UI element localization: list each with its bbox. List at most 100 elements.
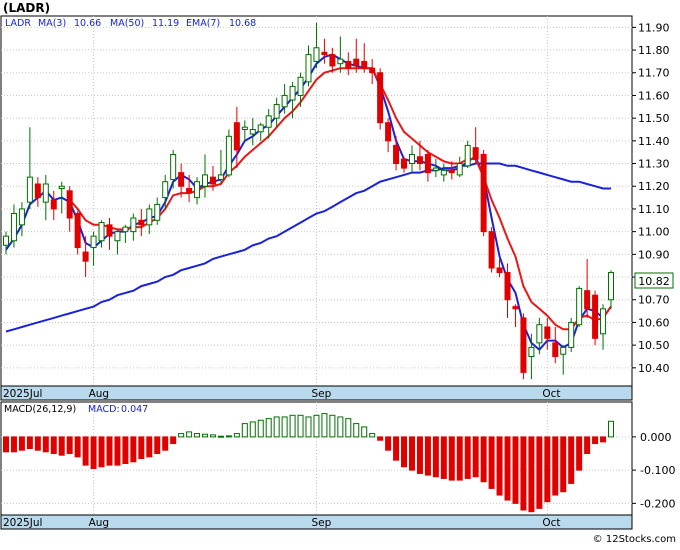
- legend-ma50-label: MA(50): [110, 18, 144, 29]
- macd-bar: [353, 423, 360, 438]
- macd-tick-label: 0.000: [640, 431, 672, 444]
- macd-bar: [233, 433, 240, 438]
- candle: [401, 156, 408, 173]
- macd-bar: [592, 436, 599, 445]
- candle: [584, 258, 591, 318]
- macd-bar: [106, 436, 113, 466]
- macd-bar: [26, 436, 33, 450]
- symbol-title: (LADR): [3, 1, 50, 15]
- candle-body: [432, 167, 439, 171]
- candle: [162, 174, 169, 209]
- candle: [456, 156, 463, 178]
- candle-body: [416, 156, 423, 165]
- candle: [3, 231, 9, 255]
- macd-bar: [456, 436, 463, 481]
- macd-bar: [329, 414, 336, 438]
- candle-body: [536, 324, 543, 344]
- candle: [18, 202, 25, 237]
- macd-params-label: MACD(26,12,9): [4, 404, 76, 415]
- candle-body: [337, 58, 344, 65]
- macd-bar: [3, 436, 9, 453]
- macd-bar: [154, 436, 161, 455]
- candle-body: [26, 176, 33, 203]
- candle: [512, 304, 519, 327]
- candle: [440, 163, 447, 182]
- candle: [241, 120, 248, 141]
- macd-bar: [416, 436, 423, 474]
- month-label: Sep: [311, 388, 331, 400]
- macd-bar: [385, 436, 392, 451]
- candle: [58, 181, 65, 214]
- candle-body: [217, 174, 224, 180]
- macd-bar: [504, 436, 511, 501]
- candle-body: [114, 231, 121, 242]
- macd-bar: [98, 436, 105, 468]
- month-label: Oct: [542, 517, 560, 529]
- candle: [321, 38, 328, 64]
- candle-body: [552, 342, 559, 357]
- macd-bar: [162, 436, 169, 451]
- month-label: Oct: [542, 388, 560, 400]
- macd-histogram: [3, 413, 614, 513]
- candle-body: [74, 212, 81, 249]
- candle: [329, 47, 336, 73]
- candle-body: [592, 294, 599, 339]
- candle-body: [321, 51, 328, 56]
- candle-body: [98, 222, 105, 242]
- macd-bar: [401, 436, 408, 468]
- candle: [146, 204, 153, 234]
- month-label: 2025Jul: [3, 388, 42, 400]
- candle-body: [568, 321, 575, 348]
- candle-body: [480, 153, 487, 233]
- candle: [385, 118, 392, 153]
- macd-bar: [369, 433, 376, 438]
- macd-bar: [186, 431, 193, 438]
- macd-bar: [488, 436, 495, 489]
- price-axis-labels: 11.90 11.80 11.70 11.60 11.50 11.40 11.30 11.20…: [632, 21, 670, 375]
- candle-body: [154, 203, 161, 221]
- macd-bar: [265, 418, 272, 438]
- candle: [74, 211, 81, 255]
- candle: [393, 136, 400, 171]
- candle-body: [82, 251, 89, 262]
- candle-body: [50, 199, 57, 210]
- candle-body: [528, 346, 535, 357]
- candlesticks: [3, 22, 614, 380]
- macd-bar: [82, 436, 89, 466]
- last-price-tag: [634, 272, 674, 289]
- candle-body: [576, 287, 583, 326]
- price-tick-label: 10.40: [638, 362, 670, 375]
- candle: [496, 258, 503, 278]
- candle: [345, 52, 352, 76]
- macd-bar: [496, 436, 503, 496]
- candle-body: [504, 272, 511, 301]
- candle-body: [464, 144, 471, 167]
- macd-bar: [42, 436, 49, 453]
- candle: [464, 140, 471, 169]
- candle: [178, 163, 185, 198]
- macd-bar: [225, 435, 232, 438]
- candle: [281, 84, 288, 114]
- macd-bar: [448, 436, 455, 481]
- candle-body: [273, 104, 280, 119]
- macd-bar: [18, 436, 25, 451]
- candle-body: [600, 308, 607, 335]
- legend-ma50-value: 11.19: [152, 18, 179, 29]
- legend-ma3-label: MA(3): [38, 18, 66, 29]
- macd-bar: [512, 436, 519, 504]
- indicator-legend: LADR MA(3) 10.66 MA(50) 11.19 EMA(7) 10.…: [5, 18, 256, 29]
- last-price-label: 10.82: [638, 275, 670, 288]
- candle: [361, 43, 368, 73]
- macd-date-axis: [0, 514, 633, 530]
- macd-bar: [273, 416, 280, 438]
- price-panel: [0, 15, 633, 387]
- candle-body: [305, 54, 312, 83]
- macd-bar: [249, 421, 256, 438]
- candle-body: [18, 208, 25, 226]
- candle-body: [512, 306, 519, 310]
- price-tick-label: 11.40: [638, 135, 670, 148]
- macd-bar: [170, 436, 177, 445]
- candle: [114, 229, 121, 255]
- candle: [217, 149, 224, 184]
